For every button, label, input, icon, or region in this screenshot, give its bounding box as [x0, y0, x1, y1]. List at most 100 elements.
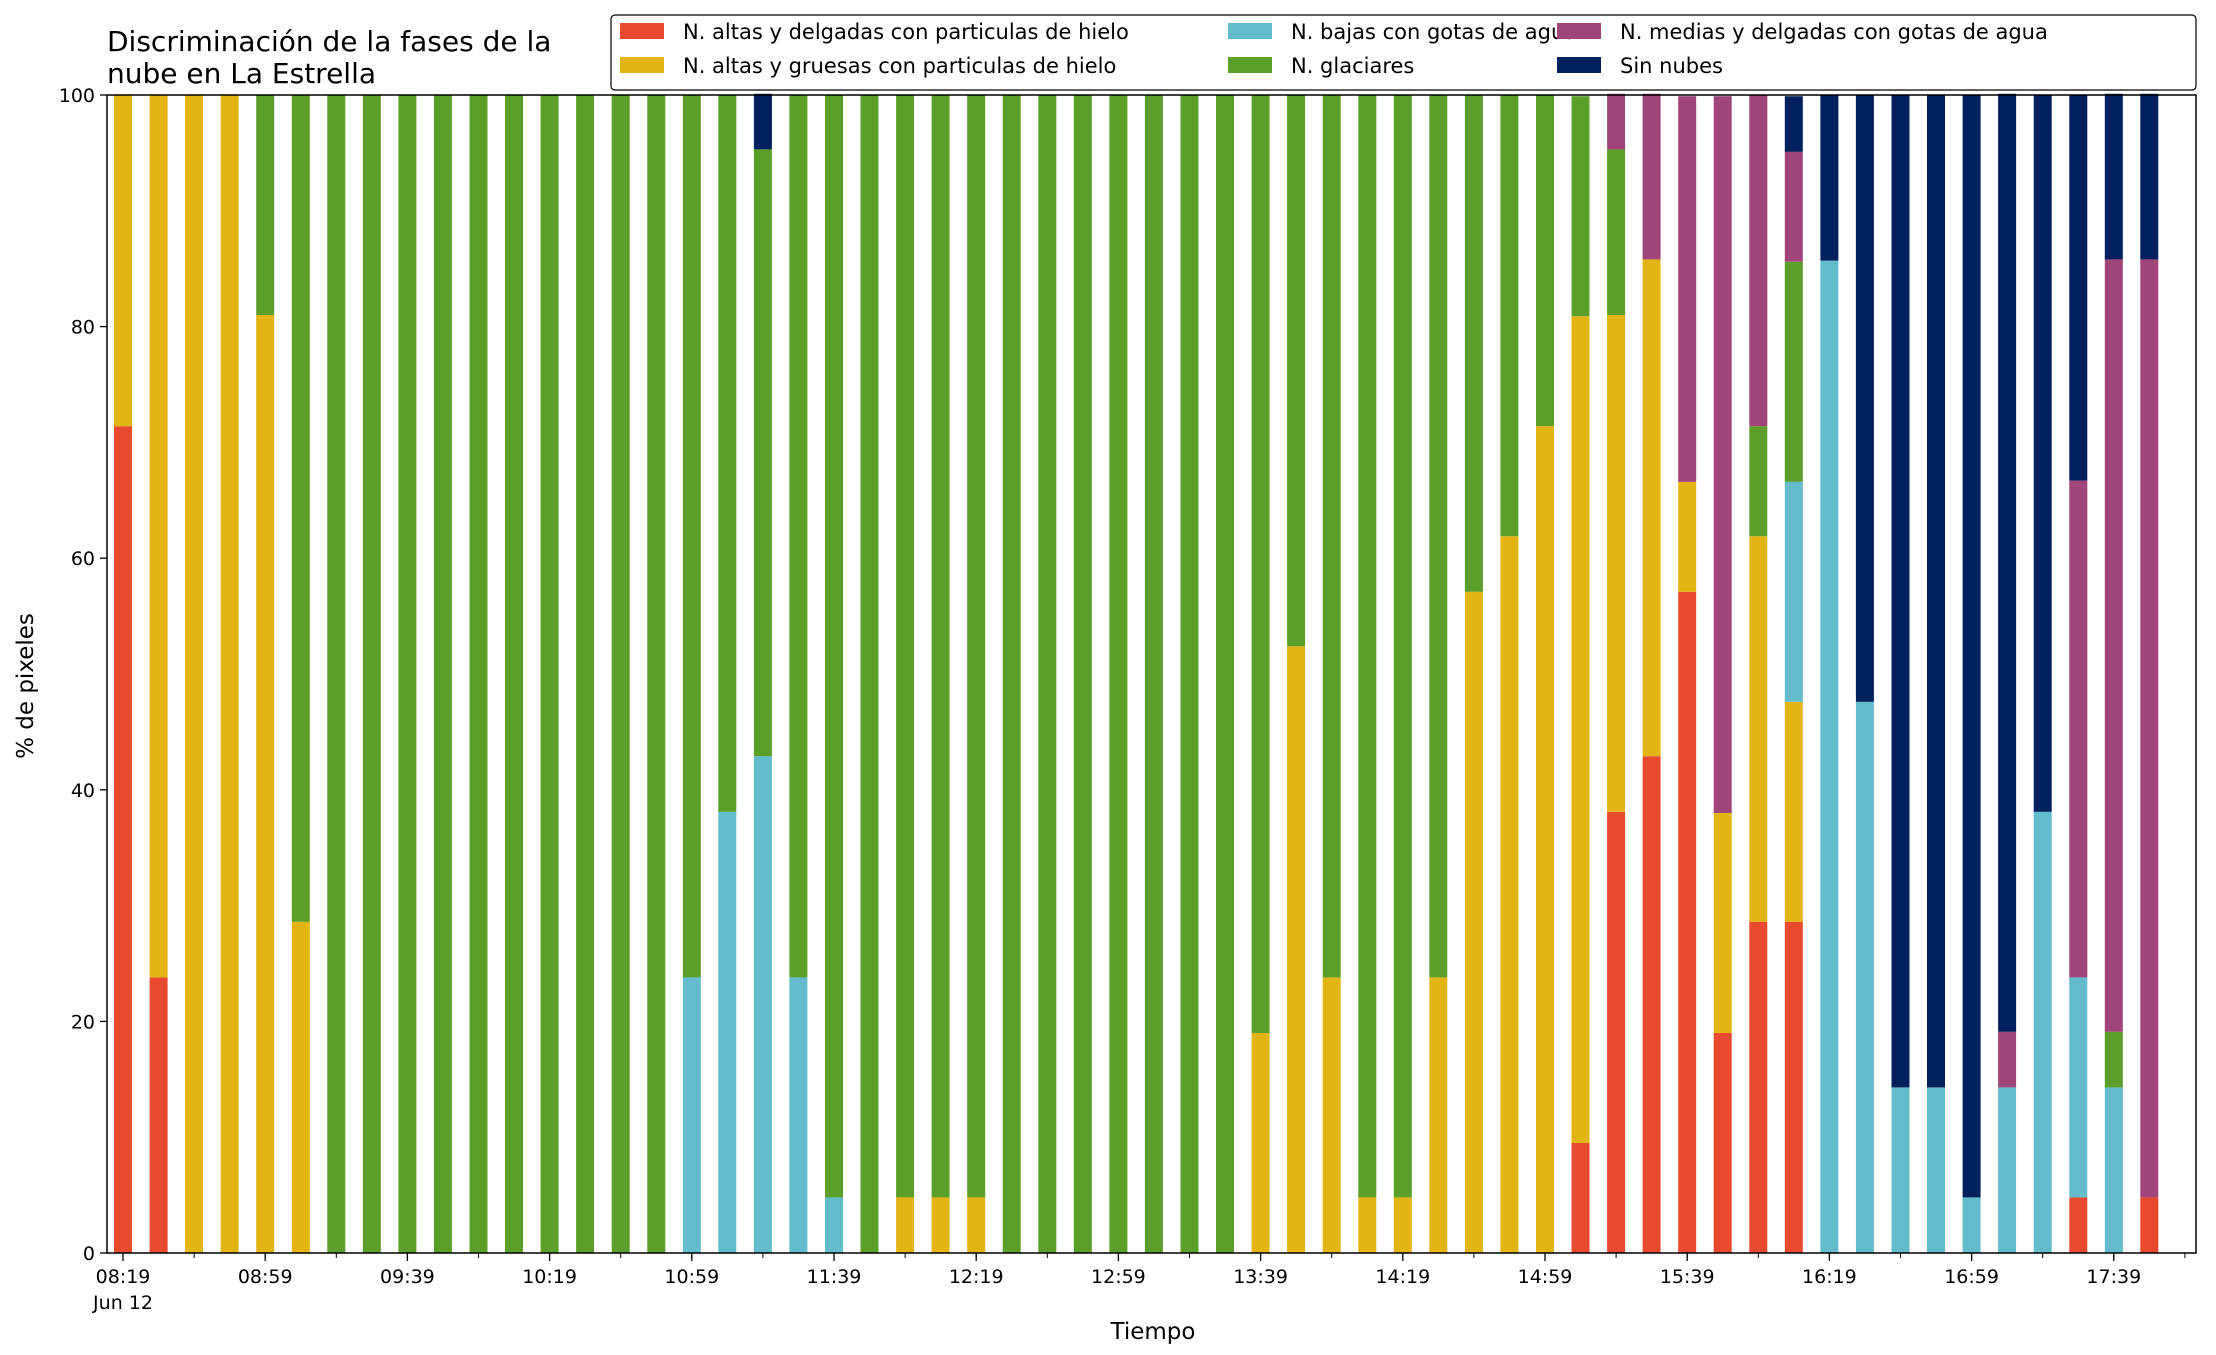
- x-tick-label: 10:19: [522, 1266, 577, 1288]
- bar-segment-18-3: [753, 149, 772, 757]
- bar-segment-23-1: [931, 1197, 950, 1253]
- bar-segment-53-2: [1998, 1087, 2017, 1253]
- y-tick-label: 0: [83, 1243, 95, 1265]
- axes-group: 0 20 40 60 80 100 08:19 08:59 09:39 10:19 10:59 11:…: [59, 85, 2197, 1314]
- bar-segment-48-2: [1820, 260, 1839, 1254]
- legend-label: N. altas y delgadas con particulas de hi…: [683, 20, 1129, 44]
- bar-segment-34-3: [1322, 95, 1341, 978]
- bar-segment-44-4: [1678, 96, 1697, 482]
- bar-segment-46-4: [1749, 95, 1768, 427]
- legend-swatch: [1557, 23, 1601, 39]
- bar-segment-46-0: [1749, 921, 1768, 1253]
- bar-segment-47-5: [1784, 96, 1803, 152]
- plot-frame: [106, 94, 2197, 1254]
- bar-segment-51-5: [1927, 95, 1945, 1088]
- x-tick-label: 12:59: [1091, 1266, 1146, 1288]
- x-tick-label: 14:19: [1375, 1266, 1430, 1288]
- legend-label: N. glaciares: [1291, 54, 1414, 78]
- bar-segment-47-2: [1784, 481, 1803, 702]
- bar-segment-50-5: [1891, 95, 1910, 1088]
- bar-segment-52-2: [1962, 1197, 1981, 1253]
- bar-segment-43-4: [1642, 93, 1661, 260]
- bar-segment-54-5: [2033, 95, 2052, 812]
- bar-segment-46-3: [1749, 426, 1768, 537]
- bar-segment-35-3: [1358, 95, 1377, 1198]
- legend-swatch: [1557, 57, 1601, 73]
- x-tick-label: 09:39: [380, 1266, 435, 1288]
- bar-segment-47-4: [1784, 151, 1803, 262]
- bar-segment-57-4: [2140, 259, 2159, 1198]
- bar-segment-55-4: [2069, 480, 2088, 978]
- bar-segment-18-5: [753, 93, 772, 150]
- legend-frame: [610, 14, 2197, 91]
- bar-segment-10-3: [469, 95, 488, 1253]
- bar-segment-34-1: [1322, 977, 1341, 1253]
- bar-segment-50-2: [1891, 1087, 1910, 1253]
- bar-segment-17-3: [718, 95, 737, 812]
- bar-segment-4-3: [256, 95, 275, 315]
- bar-segment-2-1: [185, 95, 204, 1253]
- bar-segment-56-2: [2104, 1087, 2123, 1253]
- bar-segment-36-3: [1393, 95, 1412, 1198]
- bar-segment-22-1: [896, 1197, 915, 1253]
- bar-segment-45-1: [1713, 813, 1732, 1033]
- bar-segment-42-1: [1607, 315, 1626, 812]
- bars-group: [114, 93, 2159, 1254]
- bar-segment-35-1: [1358, 1197, 1377, 1253]
- bar-segment-56-3: [2104, 1031, 2123, 1088]
- bar-segment-28-3: [1109, 95, 1128, 1253]
- bar-segment-56-5: [2104, 93, 2123, 260]
- x-axis-label: Tiempo: [1110, 1319, 1196, 1345]
- bar-segment-39-1: [1500, 536, 1519, 1253]
- bar-segment-41-0: [1571, 1143, 1590, 1253]
- bar-segment-33-3: [1287, 95, 1306, 647]
- bar-segment-43-1: [1642, 259, 1661, 757]
- bar-segment-24-3: [967, 95, 986, 1198]
- x-tick-label: 08:19: [96, 1266, 151, 1288]
- bar-segment-0-0: [114, 426, 132, 1253]
- bar-segment-31-3: [1216, 95, 1234, 1253]
- bar-segment-21-3: [860, 95, 879, 1253]
- bar-segment-46-1: [1749, 536, 1768, 922]
- bar-segment-54-2: [2033, 811, 2052, 1253]
- legend-swatch: [620, 57, 664, 73]
- bar-segment-32-3: [1251, 95, 1270, 1033]
- y-tick-label: 40: [71, 780, 95, 802]
- x-tick-label: 08:59: [238, 1266, 293, 1288]
- x-tick-date-label: Jun 12: [92, 1292, 153, 1314]
- bar-segment-13-3: [576, 95, 595, 1253]
- bar-segment-53-4: [1998, 1031, 2017, 1088]
- bar-segment-1-1: [149, 95, 168, 978]
- bar-segment-42-4: [1607, 93, 1626, 150]
- bar-segment-24-1: [967, 1197, 986, 1253]
- bar-segment-55-5: [2069, 95, 2088, 481]
- bar-segment-14-3: [611, 95, 630, 1253]
- bar-segment-38-1: [1464, 591, 1483, 1253]
- bar-segment-18-2: [753, 756, 772, 1253]
- bar-segment-20-3: [825, 95, 843, 1198]
- bar-segment-47-0: [1784, 921, 1803, 1253]
- bar-segment-49-2: [1855, 701, 1874, 1253]
- bar-segment-55-0: [2069, 1197, 2088, 1253]
- legend-label: Sin nubes: [1620, 54, 1723, 78]
- bar-segment-7-3: [362, 95, 381, 1253]
- bar-segment-15-3: [647, 95, 666, 1253]
- bar-segment-49-5: [1855, 95, 1874, 702]
- legend-label: N. bajas con gotas de agua: [1291, 20, 1577, 44]
- bar-segment-56-4: [2104, 259, 2123, 1032]
- x-tick-label: 14:59: [1518, 1266, 1573, 1288]
- x-tick-label: 13:39: [1233, 1266, 1288, 1288]
- bar-segment-53-5: [1998, 93, 2017, 1032]
- bar-segment-57-0: [2140, 1197, 2159, 1253]
- y-tick-label: 20: [71, 1011, 95, 1033]
- x-tick-label: 15:39: [1660, 1266, 1715, 1288]
- bar-segment-29-3: [1144, 95, 1163, 1253]
- chart-title-line-2: nube en La Estrella: [107, 57, 376, 90]
- legend-label: N. medias y delgadas con gotas de agua: [1620, 20, 2048, 44]
- bar-segment-1-0: [149, 977, 168, 1253]
- bar-segment-16-2: [682, 977, 701, 1253]
- y-axis-label: % de pixeles: [13, 613, 39, 759]
- bar-segment-44-1: [1678, 481, 1697, 592]
- bar-segment-5-1: [291, 921, 310, 1253]
